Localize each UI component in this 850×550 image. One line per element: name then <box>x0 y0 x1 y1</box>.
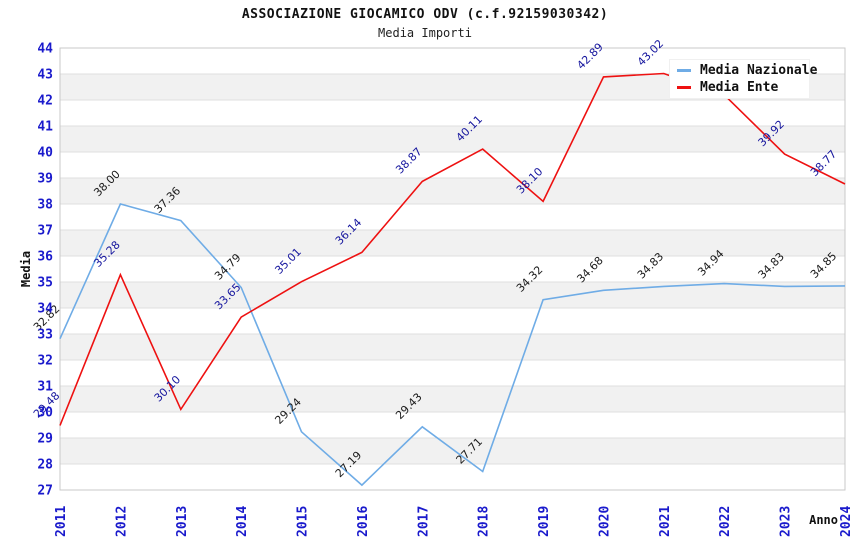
y-tick-label: 42 <box>37 94 53 109</box>
x-tick-label: 2022 <box>718 506 733 537</box>
legend-label-media-ente: Media Ente <box>700 80 779 95</box>
axis-titles: Media Anno <box>19 251 838 527</box>
legend-item-media-ente: Media Ente <box>677 80 809 95</box>
y-tick-label: 30 <box>37 406 53 421</box>
stripe-band <box>60 360 845 386</box>
y-tick-label: 37 <box>37 224 53 239</box>
stripe-band <box>60 438 845 464</box>
x-tick-label: 2020 <box>597 506 612 537</box>
x-tick-label: 2024 <box>839 506 850 537</box>
series-line-media-nazionale <box>59 203 846 487</box>
stripe-band <box>60 204 845 230</box>
y-tick-label: 41 <box>37 120 53 135</box>
x-tick-label: 2017 <box>416 506 431 537</box>
stripe-band <box>60 282 845 308</box>
y-tick-label: 35 <box>37 276 53 291</box>
y-tick-label: 36 <box>37 250 53 265</box>
stripe-band <box>60 178 845 204</box>
x-tick-label: 2018 <box>477 506 492 537</box>
x-axis-title: Anno <box>809 513 838 527</box>
x-tick-label: 2011 <box>54 506 69 537</box>
y-tick-label: 38 <box>37 198 53 213</box>
x-tick-label: 2019 <box>537 506 552 537</box>
x-tick-label: 2015 <box>296 506 311 537</box>
stripe-band <box>60 256 845 282</box>
y-tick-label: 40 <box>37 146 53 161</box>
plot-border-rect <box>59 47 846 491</box>
y-tick-label: 33 <box>37 328 53 343</box>
y-axis-title: Media <box>19 251 33 287</box>
chart-title: ASSOCIAZIONE GIOCAMICO ODV (c.f.92159030… <box>241 7 609 22</box>
stripe-band <box>60 412 845 438</box>
x-tick-label: 2012 <box>114 506 129 537</box>
legend: Media Nazionale Media Ente <box>669 59 817 99</box>
y-tick-label: 27 <box>37 484 53 499</box>
legend-swatch-media-ente-icon <box>677 86 691 89</box>
plot-border <box>59 47 846 491</box>
legend-item-media-nazionale: Media Nazionale <box>677 63 817 78</box>
legend-label-media-nazionale: Media Nazionale <box>700 63 818 78</box>
y-tick-label: 34 <box>37 302 53 317</box>
chart-subtitle: Media Importi <box>378 26 472 40</box>
legend-swatch-media-nazionale-icon <box>677 69 691 72</box>
x-tick-label: 2014 <box>235 506 250 537</box>
y-tick-label: 44 <box>37 42 53 57</box>
y-tick-label: 43 <box>37 68 53 83</box>
plot-background-stripes <box>60 48 845 490</box>
y-axis-tick-labels: 44 43 42 41 40 39 38 37 36 35 34 33 32 31 30 29 28 27 <box>37 42 53 499</box>
y-tick-label: 31 <box>37 380 53 395</box>
stripe-band <box>60 334 845 360</box>
x-tick-label: 2023 <box>779 506 794 537</box>
stripe-band <box>60 464 845 490</box>
x-axis-tick-labels: 2011 2012 2013 2014 2015 2016 2017 2018 2019 2020… <box>54 506 850 537</box>
stripe-band <box>60 230 845 256</box>
x-tick-label: 2016 <box>356 506 371 537</box>
y-tick-label: 39 <box>37 172 53 187</box>
stripe-band <box>60 126 845 152</box>
y-tick-label: 29 <box>37 432 53 447</box>
x-tick-label: 2021 <box>658 506 673 537</box>
y-tick-label: 28 <box>37 458 53 473</box>
x-tick-label: 2013 <box>175 506 190 537</box>
y-tick-label: 32 <box>37 354 53 369</box>
stripe-band <box>60 308 845 334</box>
stripe-band <box>60 386 845 412</box>
stripe-band <box>60 100 845 126</box>
